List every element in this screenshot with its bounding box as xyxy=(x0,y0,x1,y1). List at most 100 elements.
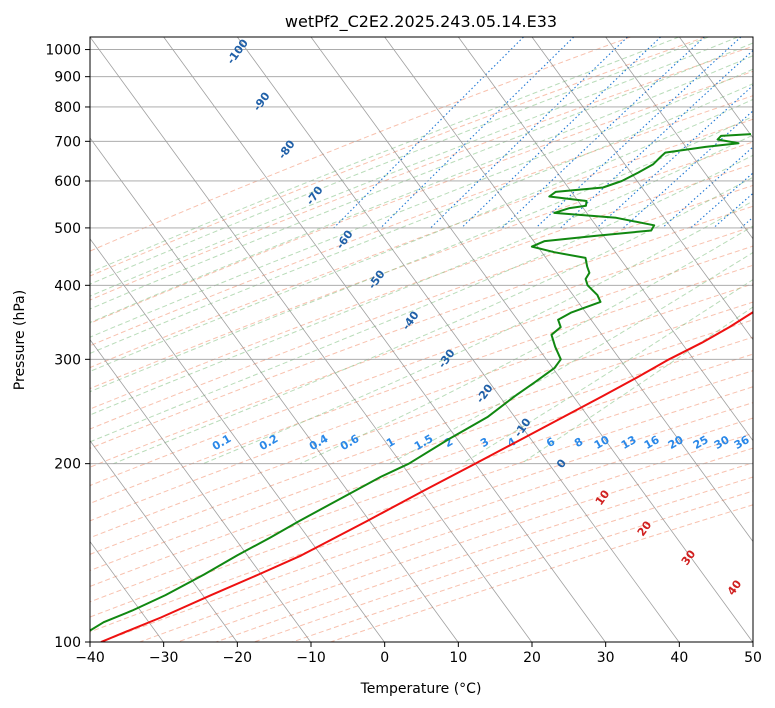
mixing-ratio-label: 0.2 xyxy=(257,432,280,453)
dry-adiabat-line xyxy=(90,336,753,572)
dry-adiabat-line xyxy=(90,402,753,633)
moist-adiabat-line xyxy=(90,37,739,297)
dry-adiabat-line xyxy=(292,490,753,642)
mixing-ratio-line xyxy=(461,37,661,229)
isotherm-line xyxy=(458,37,753,442)
mixing-ratio-label: 0.1 xyxy=(210,432,233,453)
x-tick-label: 40 xyxy=(670,650,688,666)
x-tick-label: 0 xyxy=(380,650,389,666)
dry-adiabat-line xyxy=(90,370,753,603)
moist-adiabat-line xyxy=(90,55,753,324)
y-tick-label: 800 xyxy=(54,100,81,116)
moist-adiabat-line xyxy=(520,306,753,465)
mixing-ratio-label: 8 xyxy=(572,435,585,450)
dry-adiabat-line xyxy=(90,37,706,277)
mixing-ratio-label: 0.4 xyxy=(307,432,331,453)
moist-adiabat-line xyxy=(388,251,753,465)
isotherm-line xyxy=(531,37,753,341)
dry-adiabat-label: -10 xyxy=(511,416,533,440)
mixing-ratio-label: 6 xyxy=(544,435,557,450)
moist-adiabat-line xyxy=(90,83,753,354)
dry-adiabat-line xyxy=(90,95,753,347)
moist-adiabat-line xyxy=(113,176,753,465)
moist-adiabat-line xyxy=(90,68,753,338)
mixing-ratio-label: 0.6 xyxy=(338,432,362,453)
dry-adiabat-label: -20 xyxy=(473,382,495,406)
x-tick-label: 50 xyxy=(744,650,762,666)
x-tick-label: 20 xyxy=(523,650,541,666)
mixing-ratio-line xyxy=(560,49,753,229)
dry-adiabat-line xyxy=(90,184,753,430)
x-axis: −40 −30 −20 −10 0 10 20 30 40 50 xyxy=(75,642,762,666)
isotherm-line xyxy=(237,37,680,642)
dry-adiabat-label: 0 xyxy=(554,457,569,471)
x-axis-title: Temperature (°C) xyxy=(360,681,482,697)
y-tick-label: 600 xyxy=(54,174,81,190)
y-tick-label: 700 xyxy=(54,134,81,150)
dry-adiabat-line xyxy=(101,417,753,642)
mixing-ratio-label: 1 xyxy=(384,435,397,450)
plot-frame xyxy=(89,36,754,643)
moist-adiabat-line xyxy=(90,42,753,310)
warm-adiabat-label: 10 xyxy=(593,487,613,507)
isotherm-line xyxy=(90,137,459,642)
mixing-ratio-label: 20 xyxy=(666,433,686,452)
y-tick-label: 400 xyxy=(54,278,81,294)
temperature-line xyxy=(100,310,753,642)
y-axis-title: Pressure (hPa) xyxy=(12,290,28,390)
moist-adiabat-line xyxy=(90,115,753,393)
x-tick-label: −40 xyxy=(75,650,105,666)
dry-adiabat-line xyxy=(90,245,753,487)
warm-adiabat-label: 20 xyxy=(635,518,655,538)
y-axis: 100 200 300 400 500 600 700 800 900 1000 xyxy=(45,43,90,651)
mixing-ratio-label: 25 xyxy=(691,433,711,452)
mixing-ratio-line xyxy=(333,37,524,229)
mixing-ratio-line xyxy=(501,37,705,229)
mixing-ratio-line xyxy=(690,172,753,229)
dry-adiabat-label: -90 xyxy=(250,90,272,114)
dry-adiabat-line xyxy=(254,476,753,642)
x-tick-label: 30 xyxy=(597,650,615,666)
dry-adiabat-line xyxy=(90,118,753,369)
isotherm-line xyxy=(163,37,606,642)
dewpoint-line xyxy=(90,133,752,632)
dry-adiabat-line xyxy=(90,264,753,504)
mixing-ratio-line xyxy=(763,37,775,228)
warm-adiabat-label: 30 xyxy=(679,547,699,567)
dry-adiabat-line xyxy=(90,141,753,390)
reference-line-labels: -100-90-80-70-60-50-40-30-20-10010203040… xyxy=(210,36,752,598)
x-tick-label: −10 xyxy=(296,650,326,666)
y-tick-label: 100 xyxy=(54,635,81,651)
y-tick-label: 300 xyxy=(54,352,81,368)
dry-adiabat-label: -70 xyxy=(303,184,325,208)
moist-adiabat-line xyxy=(202,200,753,465)
dry-adiabat-line xyxy=(90,301,753,539)
dry-adiabat-label: -40 xyxy=(399,309,421,333)
isotherm-line xyxy=(90,37,532,642)
dry-adiabat-line xyxy=(90,70,753,324)
x-tick-label: −20 xyxy=(223,650,253,666)
y-tick-label: 200 xyxy=(54,457,81,473)
moist-adiabat-line xyxy=(299,225,753,465)
isotherm-line xyxy=(752,37,753,38)
isotherm-line xyxy=(90,439,238,642)
isotherm-line xyxy=(384,37,753,543)
dry-adiabat-line xyxy=(90,353,753,587)
background-lines xyxy=(90,37,775,642)
dry-adiabat-label: -60 xyxy=(333,228,355,252)
sounding-series xyxy=(90,133,753,642)
isotherm-line xyxy=(90,238,385,642)
dry-adiabat-line xyxy=(90,225,753,468)
dry-adiabat-line xyxy=(139,432,753,642)
mixing-ratio-line xyxy=(535,37,742,229)
x-tick-label: −30 xyxy=(149,650,179,666)
x-tick-label: 10 xyxy=(449,650,467,666)
moist-adiabat-line xyxy=(90,134,753,416)
chart-title: wetPf2_C2E2.2025.243.05.14.E33 xyxy=(285,12,557,32)
dry-adiabat-label: -100 xyxy=(224,36,251,66)
mixing-ratio-line xyxy=(430,37,628,229)
mixing-ratio-line xyxy=(380,37,575,229)
isotherm-line xyxy=(605,37,753,240)
mixing-ratio-line xyxy=(623,110,753,229)
isotherm-line xyxy=(310,37,753,642)
